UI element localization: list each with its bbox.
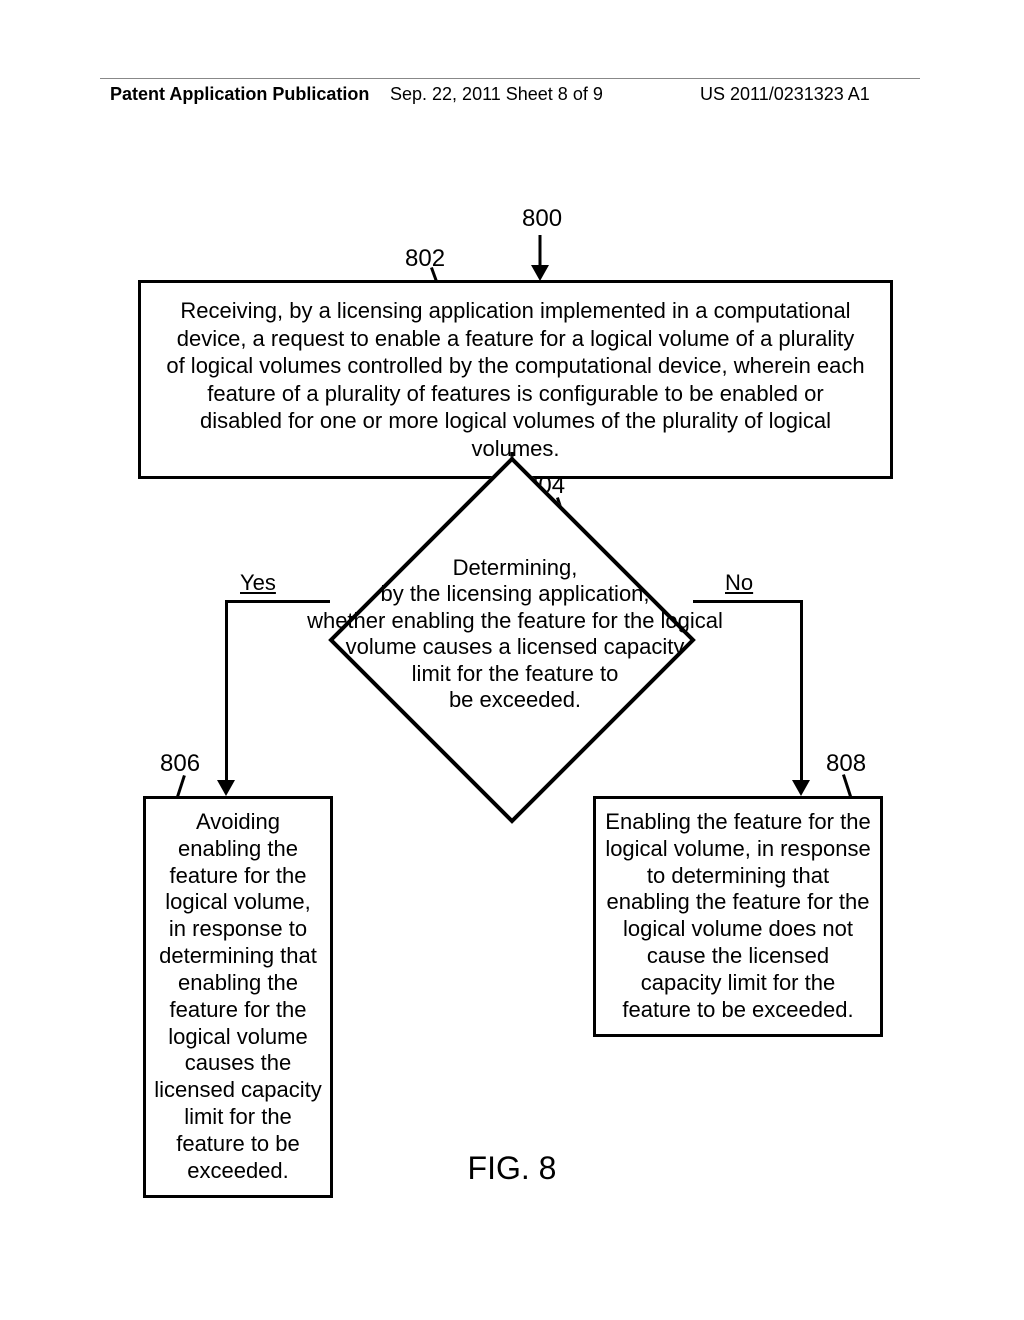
ref-808: 808: [826, 750, 866, 778]
step-receiving-text: Receiving, by a licensing application im…: [166, 298, 864, 461]
outcome-no-box: Enabling the feature for the logical vol…: [593, 796, 883, 1037]
branch-yes-label: Yes: [240, 570, 276, 596]
page: Patent Application Publication Sep. 22, …: [0, 0, 1024, 1320]
no-vline: [800, 600, 803, 780]
outcome-no-text: Enabling the feature for the logical vol…: [605, 809, 870, 1022]
header-middle: Sep. 22, 2011 Sheet 8 of 9: [390, 84, 603, 105]
step-receiving-box: Receiving, by a licensing application im…: [138, 280, 893, 479]
header-rule: [100, 78, 920, 79]
outcome-yes-box: Avoiding enabling the feature for the lo…: [143, 796, 333, 1198]
no-hline: [693, 600, 800, 603]
ref-806: 806: [160, 750, 200, 778]
entry-arrow-shaft: [539, 235, 542, 265]
branch-no-label: No: [725, 570, 753, 596]
yes-arrow-head: [217, 780, 235, 796]
entry-arrow-head: [531, 265, 549, 281]
outcome-yes-text: Avoiding enabling the feature for the lo…: [154, 809, 322, 1183]
ref-800: 800: [522, 205, 562, 233]
header-left: Patent Application Publication: [110, 84, 369, 105]
yes-hline: [225, 600, 330, 603]
no-arrow-head: [792, 780, 810, 796]
yes-vline: [225, 600, 228, 780]
figure-caption: FIG. 8: [468, 1150, 557, 1187]
ref-802: 802: [405, 245, 445, 273]
decision-text: Determining, by the licensing applicatio…: [290, 555, 740, 713]
header-right: US 2011/0231323 A1: [700, 84, 870, 105]
